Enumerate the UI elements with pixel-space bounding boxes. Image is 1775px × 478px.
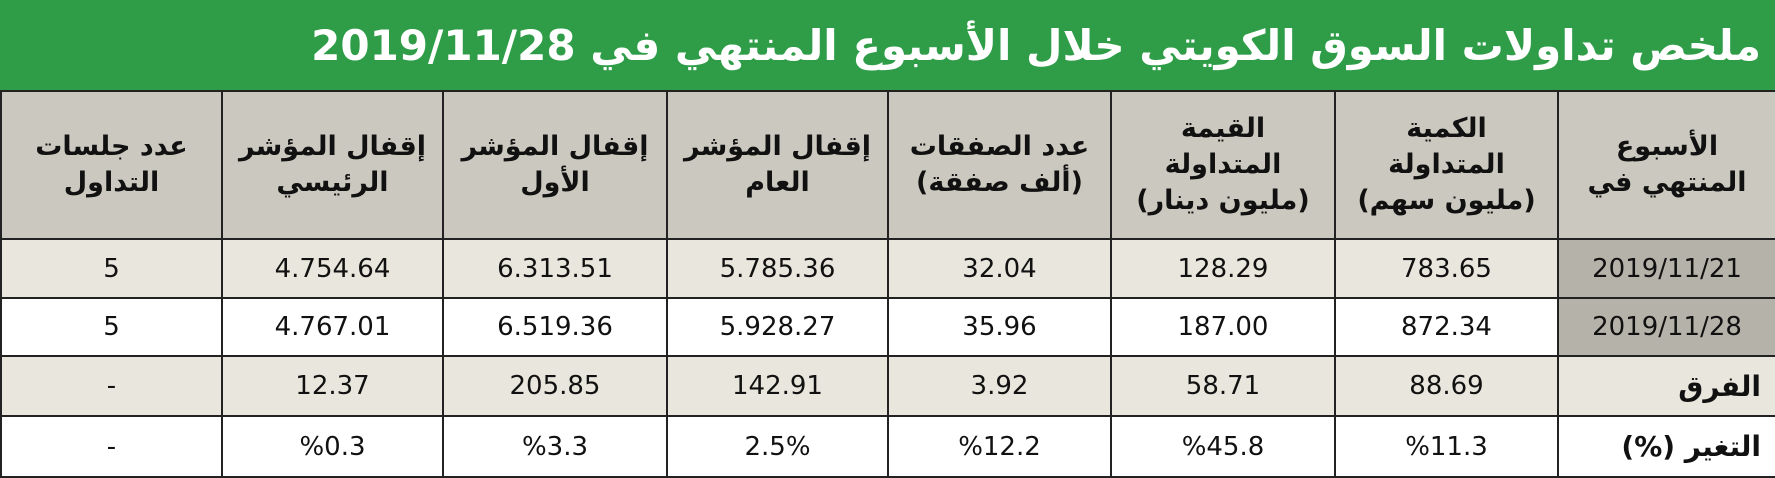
row-label-cell: الفرق <box>1557 355 1775 417</box>
value-cell: %12.2 <box>887 415 1112 478</box>
value: 128.29 <box>1177 253 1269 284</box>
value-cell: %0.3 <box>221 415 444 478</box>
value-cell: 6.313.51 <box>442 238 668 299</box>
value-cell: 783.65 <box>1334 238 1559 299</box>
row-label-cell: 2019/11/21 <box>1557 238 1775 299</box>
header-cell: الأسبوع المنتهي في <box>1557 90 1775 240</box>
value-cell: 4.754.64 <box>221 238 444 299</box>
value: 142.91 <box>732 371 823 401</box>
value: %0.3 <box>299 431 366 462</box>
header-cell: إقفال المؤشر الرئيسي <box>221 90 444 240</box>
value-cell: %3.3 <box>442 415 668 478</box>
value-cell: %45.8 <box>1110 415 1336 478</box>
value-cell: 12.37 <box>221 355 444 417</box>
value-cell: 6.519.36 <box>442 297 668 357</box>
value-cell: 4.767.01 <box>221 297 444 357</box>
value: 5 <box>103 312 120 342</box>
data-row: 2019/11/28 872.34 187.00 35.96 5.928.27 6.519… <box>0 297 1775 357</box>
value: 2.5% <box>744 431 811 462</box>
value-cell: 2.5% <box>666 415 889 478</box>
header-line: (مليون دينار) <box>1136 185 1310 216</box>
value: 205.85 <box>509 371 601 401</box>
data-row: الفرق 88.69 58.71 3.92 142.91 205.85 12.37 - <box>0 355 1775 417</box>
row-label: 2019/11/28 <box>1592 312 1742 342</box>
header-line: الأسبوع <box>1615 131 1719 162</box>
value: 58.71 <box>1185 371 1261 401</box>
header-line: إقفال المؤشر <box>461 131 649 162</box>
header-line: الأول <box>520 167 590 198</box>
value: %3.3 <box>521 431 589 462</box>
value: 6.313.51 <box>497 253 613 284</box>
value: - <box>106 431 117 462</box>
header-line: المنتهي في <box>1587 167 1747 198</box>
value: 187.00 <box>1177 312 1269 342</box>
value-cell: 128.29 <box>1110 238 1336 299</box>
data-row: التغير (%) %11.3 %45.8 %12.2 2.5% %3.3 %0.3 - <box>0 415 1775 478</box>
value: 32.04 <box>962 253 1037 284</box>
value-cell: - <box>0 415 223 478</box>
value-cell: 5.928.27 <box>666 297 889 357</box>
header-line: المتداولة <box>1164 149 1282 180</box>
header-line: (ألف صفقة) <box>916 167 1083 198</box>
data-row: 2019/11/21 783.65 128.29 32.04 5.785.36 6.313… <box>0 238 1775 299</box>
value: 872.34 <box>1401 312 1492 342</box>
row-label: التغير (%) <box>1621 430 1761 463</box>
value: 5 <box>103 253 120 284</box>
header-cell: عدد الصفقات (ألف صفقة) <box>887 90 1112 240</box>
header-line: العام <box>745 167 810 198</box>
row-label: 2019/11/21 <box>1592 253 1742 284</box>
value-cell: 872.34 <box>1334 297 1559 357</box>
value-cell: 35.96 <box>887 297 1112 357</box>
value: %12.2 <box>958 431 1041 462</box>
value-cell: 5 <box>0 297 223 357</box>
row-label-cell: 2019/11/28 <box>1557 297 1775 357</box>
value-cell: 205.85 <box>442 355 668 417</box>
header-row: الأسبوع المنتهي في الكمية المتداولة (مليون س… <box>0 90 1775 240</box>
header-line: إقفال المؤشر <box>238 131 427 162</box>
value-cell: 187.00 <box>1110 297 1336 357</box>
header-line: الكمية <box>1406 113 1487 144</box>
header-cell: عدد جلسات التداول <box>0 90 223 240</box>
value-cell: - <box>0 355 223 417</box>
value: 12.37 <box>295 371 370 401</box>
header-line: عدد جلسات <box>35 131 188 162</box>
header-cell: إقفال المؤشر الأول <box>442 90 668 240</box>
header-line: إقفال المؤشر <box>683 131 872 162</box>
header-line: القيمة <box>1180 113 1266 144</box>
header-line: (مليون سهم) <box>1357 185 1536 216</box>
summary-table: الأسبوع المنتهي في الكمية المتداولة (مليون س… <box>0 90 1775 478</box>
value: 5.785.36 <box>719 253 836 284</box>
value: 35.96 <box>962 312 1037 342</box>
header-line: الرئيسي <box>276 167 389 198</box>
header-line: المتداولة <box>1388 149 1505 180</box>
row-label-cell: التغير (%) <box>1557 415 1775 478</box>
value-cell: 32.04 <box>887 238 1112 299</box>
value: - <box>106 371 117 401</box>
header-cell: الكمية المتداولة (مليون سهم) <box>1334 90 1559 240</box>
value: 4.754.64 <box>274 253 391 284</box>
value: %11.3 <box>1405 431 1488 462</box>
header-cell: القيمة المتداولة (مليون دينار) <box>1110 90 1336 240</box>
value: 783.65 <box>1401 253 1492 284</box>
value: 6.519.36 <box>497 312 613 342</box>
value-cell: 5.785.36 <box>666 238 889 299</box>
value-cell: 142.91 <box>666 355 889 417</box>
value-cell: %11.3 <box>1334 415 1559 478</box>
value: 88.69 <box>1409 371 1484 401</box>
value-cell: 58.71 <box>1110 355 1336 417</box>
header-line: التداول <box>63 167 160 198</box>
value-cell: 88.69 <box>1334 355 1559 417</box>
value: 5.928.27 <box>719 312 836 342</box>
value: 4.767.01 <box>274 312 391 342</box>
value-cell: 5 <box>0 238 223 299</box>
value-cell: 3.92 <box>887 355 1112 417</box>
header-cell: إقفال المؤشر العام <box>666 90 889 240</box>
row-label: الفرق <box>1678 369 1761 403</box>
header-line: عدد الصفقات <box>909 131 1090 162</box>
value: 3.92 <box>970 371 1029 401</box>
value: %45.8 <box>1181 431 1265 462</box>
title: ملخص تداولات السوق الكويتي خلال الأسبوع … <box>0 0 1775 90</box>
